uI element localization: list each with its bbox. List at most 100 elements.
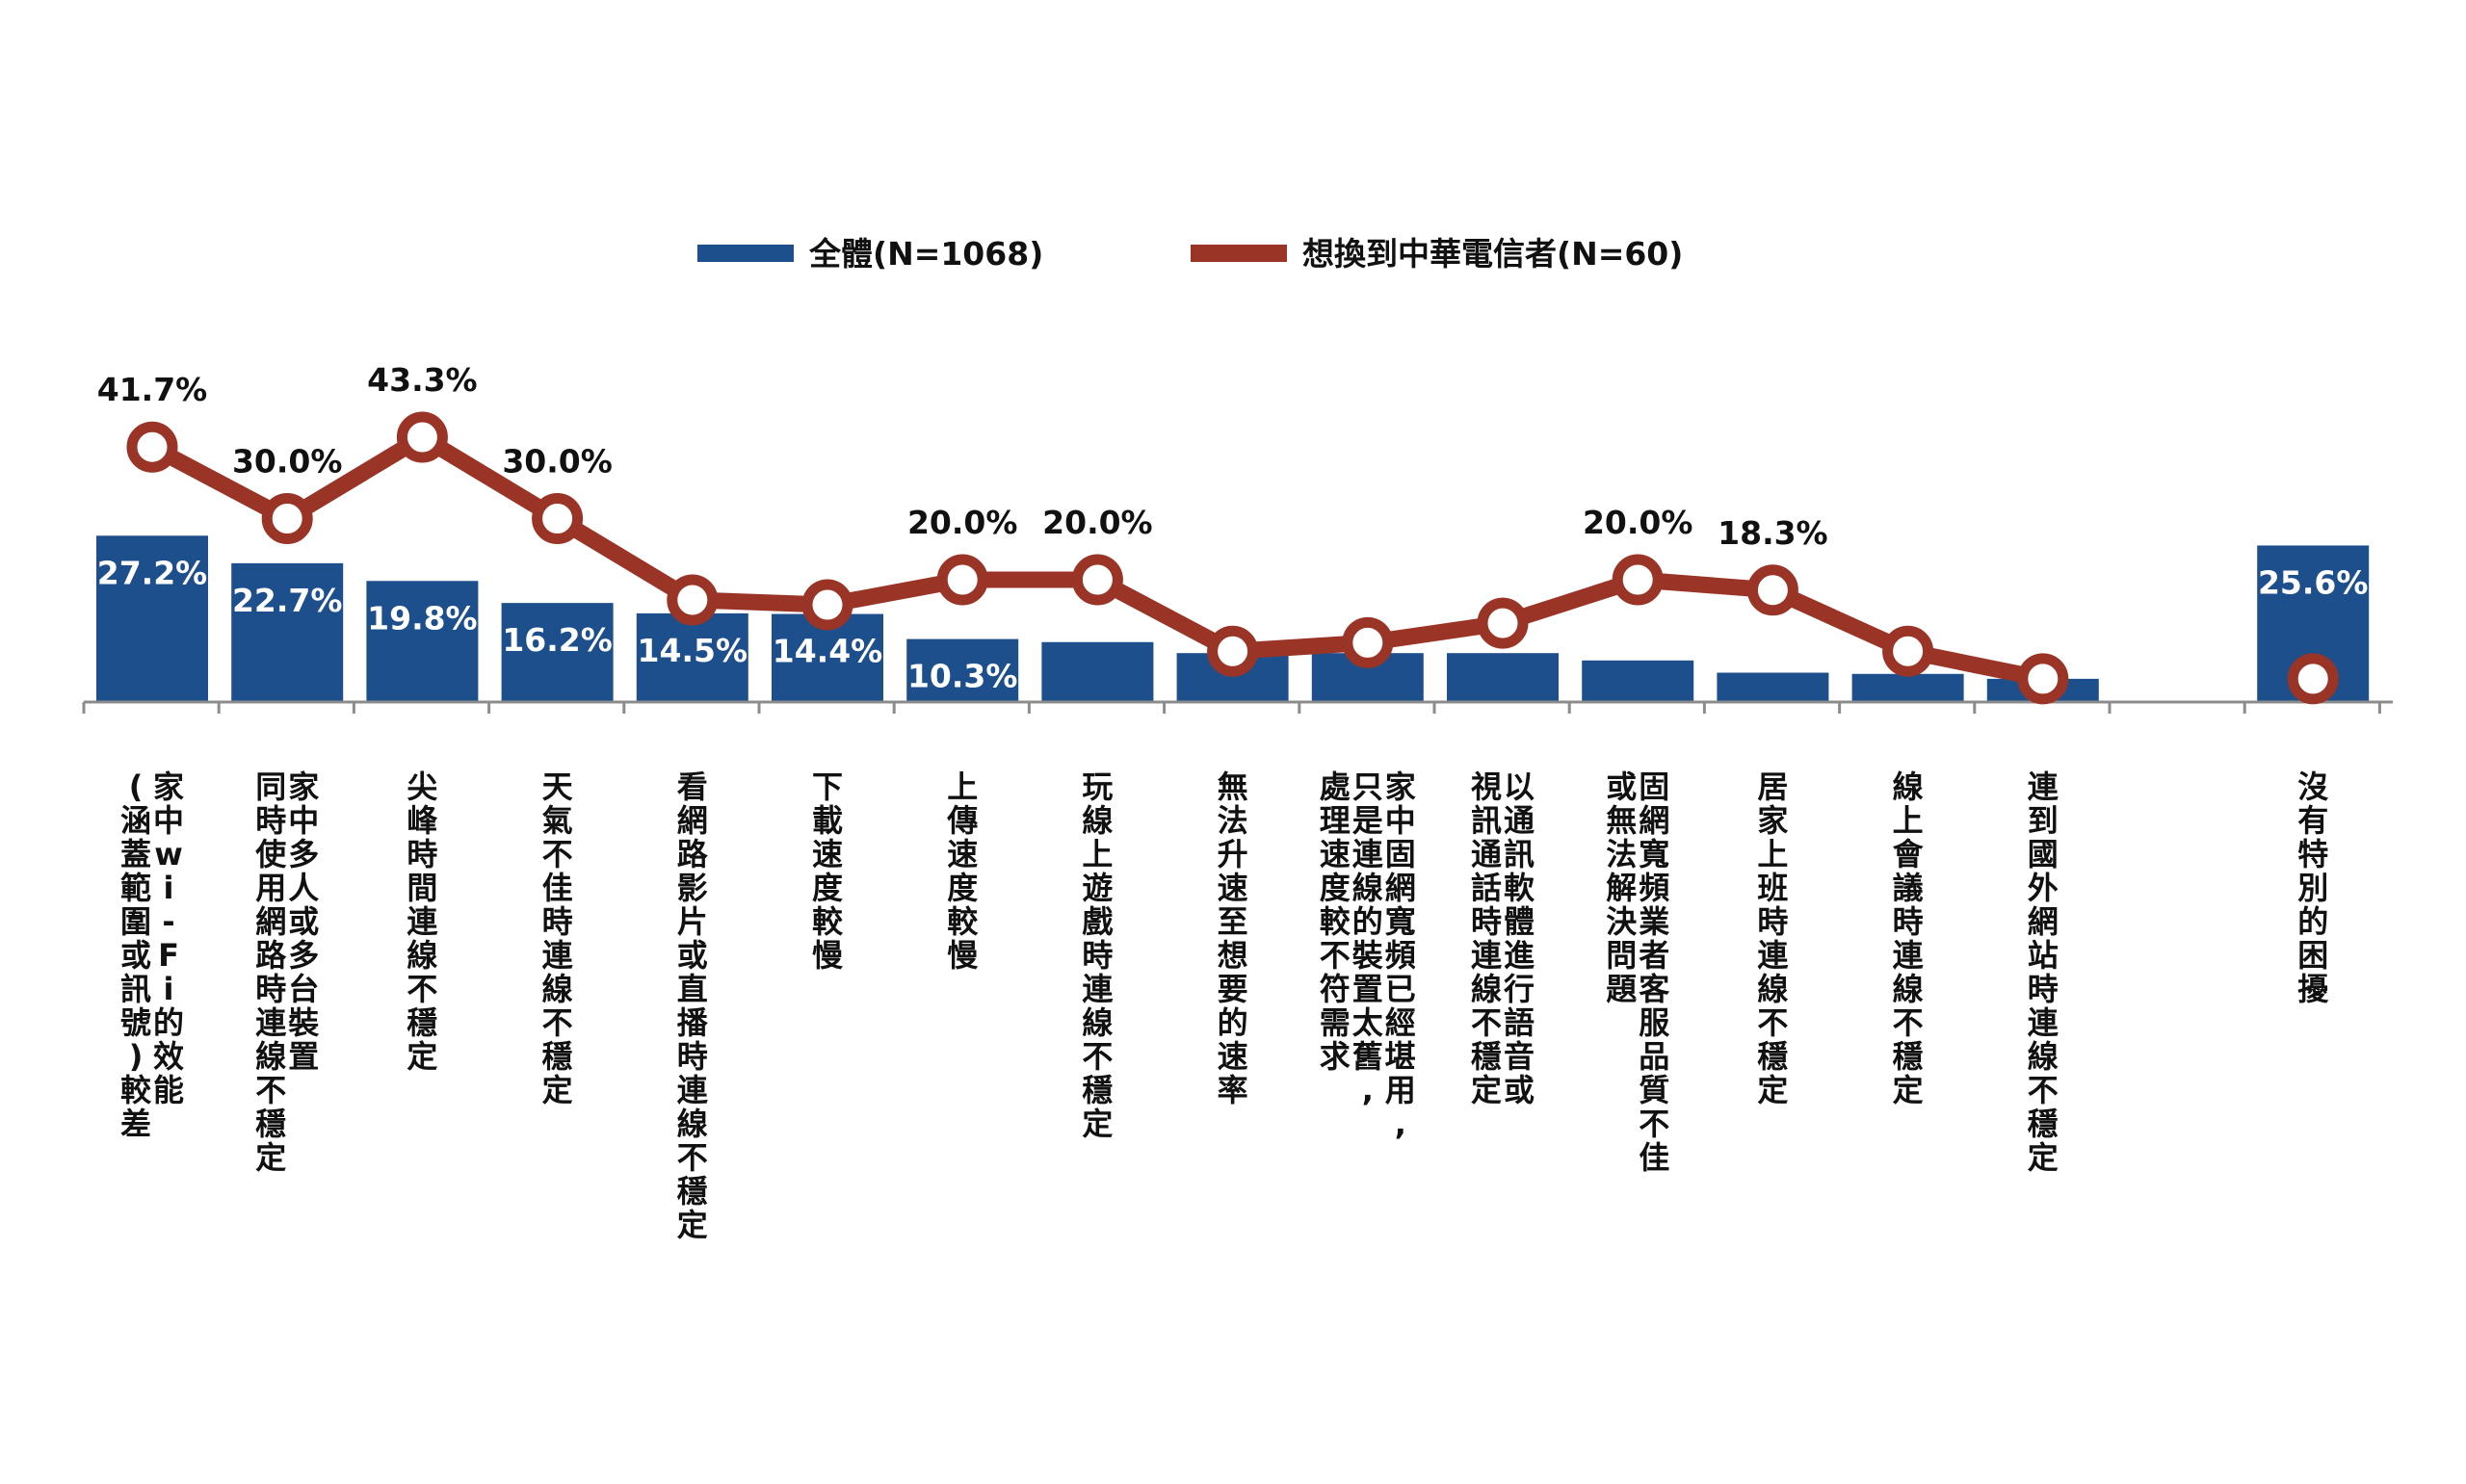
category-label-char-9-2-0: 處 bbox=[1320, 768, 1351, 805]
category-label-char-11-0-11: 佳 bbox=[1639, 1139, 1669, 1176]
line-marker-9 bbox=[1342, 616, 1394, 668]
bar-1 bbox=[231, 562, 344, 702]
category-label-char-4-0-0: 看 bbox=[677, 768, 708, 805]
category-label-char-8-0-7: 的 bbox=[1218, 1004, 1248, 1041]
line-marker-5 bbox=[801, 579, 853, 631]
category-label-char-9-0-6: 已 bbox=[1385, 971, 1416, 1007]
category-label-char-9-0-0: 家 bbox=[1385, 768, 1416, 805]
line-label-3: 30.0% bbox=[502, 443, 613, 481]
line-marker-2 bbox=[396, 411, 448, 463]
category-label-char-6-0-4: 較 bbox=[947, 903, 979, 940]
category-label-char-11-1-0: 或 bbox=[1606, 768, 1637, 805]
category-label-char-11-1-3: 解 bbox=[1606, 870, 1637, 906]
line-label-11: 20.0% bbox=[1583, 504, 1693, 541]
category-label-char-11-1-4: 決 bbox=[1606, 903, 1637, 940]
category-label-char-14-0-6: 時 bbox=[2028, 971, 2059, 1007]
line-marker-6 bbox=[936, 554, 988, 606]
bar-label-2: 19.8% bbox=[367, 599, 478, 637]
bar-label-16: 25.6% bbox=[2258, 563, 2369, 601]
category-label-char-10-0-3: 軟 bbox=[1504, 870, 1535, 906]
category-label-char-5-0-5: 慢 bbox=[812, 937, 844, 974]
category-label-char-2-0-5: 線 bbox=[407, 937, 437, 974]
category-label-char-2-0-8: 定 bbox=[407, 1038, 437, 1075]
bar-6 bbox=[906, 638, 1019, 702]
category-label-char-0-0-4: - bbox=[162, 903, 174, 940]
category-label-char-7-0-7: 線 bbox=[1082, 1004, 1113, 1041]
category-label-char-1-1-4: 網 bbox=[255, 903, 286, 940]
bar-4 bbox=[636, 612, 748, 702]
category-label-char-8-0-2: 升 bbox=[1218, 836, 1248, 872]
category-label-char-4-0-9: 連 bbox=[677, 1072, 709, 1108]
category-label-char-9-0-9: 用 bbox=[1385, 1072, 1416, 1108]
category-label-char-5-0-4: 較 bbox=[812, 903, 844, 940]
category-label-char-1-1-1: 時 bbox=[255, 802, 286, 839]
category-label-char-0-1-8: ) bbox=[129, 1038, 144, 1075]
category-label-char-14-0-4: 網 bbox=[2028, 903, 2059, 940]
category-label-char-4-0-4: 片 bbox=[677, 903, 708, 940]
category-label-char-16-0-2: 特 bbox=[2297, 836, 2328, 872]
category-label-char-13-0-8: 穩 bbox=[1893, 1038, 1924, 1075]
category-label-char-11-0-7: 服 bbox=[1639, 1004, 1669, 1041]
category-label-char-10-1-3: 話 bbox=[1471, 870, 1502, 906]
category-label-char-5-0-0: 下 bbox=[812, 768, 843, 805]
category-label-char-0-0-0: 家 bbox=[153, 768, 184, 805]
category-label-char-9-2-5: 不 bbox=[1320, 937, 1351, 974]
category-label-char-2-0-2: 時 bbox=[407, 836, 437, 872]
category-label-char-9-1-8: 舊 bbox=[1352, 1038, 1383, 1075]
bar-label-3: 16.2% bbox=[502, 621, 613, 659]
line-label-1: 30.0% bbox=[232, 443, 343, 481]
category-label-char-2-0-3: 間 bbox=[407, 870, 437, 906]
category-label-char-10-0-8: 音 bbox=[1504, 1038, 1535, 1075]
category-label-char-11-0-1: 網 bbox=[1639, 802, 1669, 839]
line-marker-10 bbox=[1477, 597, 1529, 649]
category-label-char-7-0-8: 不 bbox=[1082, 1038, 1113, 1075]
category-label-char-1-1-7: 連 bbox=[255, 1004, 287, 1041]
line-label-6: 20.0% bbox=[907, 504, 1018, 541]
category-label-char-10-0-0: 以 bbox=[1504, 768, 1535, 805]
bar-12 bbox=[1717, 672, 1829, 702]
category-label-char-9-2-1: 理 bbox=[1320, 802, 1351, 839]
category-label-char-10-0-4: 體 bbox=[1504, 903, 1535, 940]
category-label-char-8-0-4: 至 bbox=[1218, 903, 1248, 940]
category-label-char-13-0-3: 議 bbox=[1893, 870, 1924, 906]
category-label-char-1-0-8: 置 bbox=[288, 1038, 319, 1075]
category-label-char-9-1-7: 太 bbox=[1352, 1004, 1383, 1041]
category-label-char-10-1-4: 時 bbox=[1471, 903, 1502, 940]
category-label-char-12-0-4: 時 bbox=[1757, 903, 1788, 940]
category-label-char-0-1-9: 較 bbox=[120, 1072, 152, 1108]
category-label-char-1-0-2: 多 bbox=[288, 836, 319, 872]
category-label-char-16-0-0: 沒 bbox=[2297, 768, 2328, 805]
category-label-char-11-0-6: 客 bbox=[1639, 971, 1669, 1007]
line-label-7: 20.0% bbox=[1042, 504, 1153, 541]
category-label-char-14-0-11: 定 bbox=[2028, 1139, 2059, 1176]
category-label-char-9-1-3: 線 bbox=[1352, 870, 1383, 906]
category-label-char-6-0-1: 傳 bbox=[946, 802, 978, 839]
category-label-char-14-0-7: 連 bbox=[2028, 1004, 2059, 1041]
category-label-char-1-1-0: 同 bbox=[255, 768, 286, 805]
category-label-char-16-0-4: 的 bbox=[2297, 903, 2328, 940]
category-label-char-3-0-0: 天 bbox=[542, 768, 573, 805]
legend-swatch-1 bbox=[1191, 245, 1287, 262]
category-label-char-7-0-9: 穩 bbox=[1082, 1072, 1113, 1108]
category-label-char-14-0-1: 到 bbox=[2028, 802, 2059, 839]
line-marker-1 bbox=[261, 493, 313, 544]
line-marker-4 bbox=[667, 574, 719, 626]
category-label-char-0-1-5: 或 bbox=[120, 937, 151, 974]
category-label-char-0-1-2: 蓋 bbox=[120, 836, 151, 872]
category-label-char-0-0-2: w bbox=[154, 836, 183, 872]
category-label-char-10-1-8: 穩 bbox=[1471, 1038, 1502, 1075]
category-label-char-6-0-2: 速 bbox=[947, 836, 978, 872]
category-label-char-3-0-8: 穩 bbox=[542, 1038, 573, 1075]
category-label-char-0-1-6: 訊 bbox=[120, 971, 151, 1007]
category-label-char-13-0-9: 定 bbox=[1893, 1072, 1924, 1108]
category-label-char-9-0-5: 頻 bbox=[1385, 937, 1416, 974]
category-label-char-9-2-3: 度 bbox=[1320, 870, 1351, 906]
line-marker-7 bbox=[1071, 554, 1123, 606]
category-label-char-10-1-5: 連 bbox=[1471, 937, 1503, 974]
category-label-char-8-0-5: 想 bbox=[1218, 937, 1248, 974]
line-marker-12 bbox=[1746, 564, 1798, 616]
legend-label-0: 全體(N=1068) bbox=[808, 235, 1043, 273]
bar-11 bbox=[1582, 660, 1694, 702]
category-label-char-9-0-8: 堪 bbox=[1385, 1038, 1416, 1075]
